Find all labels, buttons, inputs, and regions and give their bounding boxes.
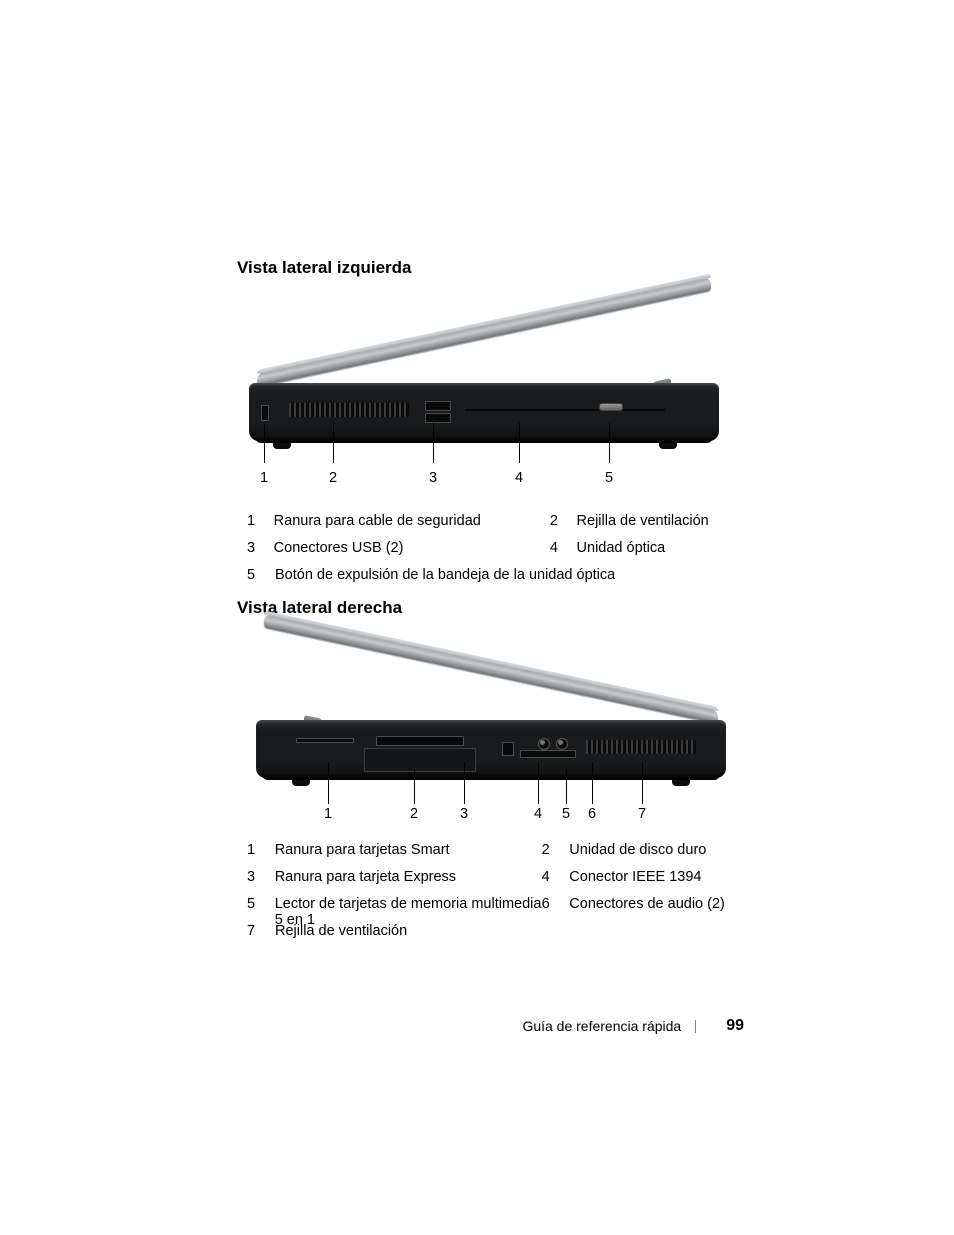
callout-number: 4: [515, 470, 523, 486]
rubber-foot: [672, 778, 690, 786]
callout-number: 4: [534, 806, 542, 822]
usb-port: [425, 413, 451, 423]
legend-number: 5: [247, 567, 275, 583]
callout-line: [538, 762, 539, 804]
legend-row: 5 Botón de expulsión de la bandeja de la…: [247, 567, 767, 583]
callout-line: [414, 770, 415, 804]
callout-number: 3: [429, 470, 437, 486]
illustration-left-view: [249, 293, 719, 453]
callout-line: [642, 762, 643, 804]
callout-line: [333, 423, 334, 463]
legend-text: Ranura para tarjeta Express: [275, 869, 542, 885]
legend-number: 3: [247, 540, 274, 556]
legend-text: Ranura para tarjetas Smart: [275, 842, 542, 858]
page: Vista lateral izquierda 1 2: [0, 0, 954, 1235]
footer-separator: [695, 1020, 696, 1033]
callout-line: [609, 423, 610, 463]
illustration-right-view: [256, 630, 726, 790]
callout-number: 6: [588, 806, 596, 822]
callout-line: [264, 423, 265, 463]
smartcard-slot: [296, 738, 354, 743]
legend-number: 4: [550, 540, 577, 556]
legend-text: Ranura para cable de seguridad: [274, 513, 550, 529]
legend-number: 2: [550, 513, 577, 529]
legend-number: 1: [247, 513, 274, 529]
legend-number: 3: [247, 869, 275, 885]
heading-right-view: Vista lateral derecha: [237, 598, 402, 618]
legend-text: Botón de expulsión de la bandeja de la u…: [275, 567, 735, 583]
legend-row: 3 Conectores USB (2) 4 Unidad óptica: [247, 540, 767, 556]
legend-number: 2: [542, 842, 570, 858]
page-footer: Guía de referencia rápida 99: [522, 1017, 744, 1035]
callout-line: [464, 762, 465, 804]
callout-line: [592, 762, 593, 804]
legend-row: 3 Ranura para tarjeta Express 4 Conector…: [247, 869, 767, 885]
legend-text: Rejilla de ventilación: [275, 923, 565, 939]
callout-line: [519, 423, 520, 463]
legend-number: 1: [247, 842, 275, 858]
callout-number: 1: [260, 470, 268, 486]
laptop-base: [249, 383, 719, 441]
callout-line: [328, 762, 329, 804]
legend-row: 1 Ranura para tarjetas Smart 2 Unidad de…: [247, 842, 767, 858]
optical-drive-slot: [465, 409, 665, 411]
callout-number: 1: [324, 806, 332, 822]
rubber-foot: [659, 441, 677, 449]
rubber-foot: [273, 441, 291, 449]
vent-grille: [586, 740, 696, 754]
laptop-lid: [264, 613, 718, 724]
hdd-cover: [364, 748, 476, 772]
laptop-lid: [257, 276, 711, 387]
callout-line: [433, 423, 434, 463]
callout-number: 2: [329, 470, 337, 486]
callout-number: 2: [410, 806, 418, 822]
audio-jack: [556, 738, 568, 750]
callout-line: [566, 770, 567, 804]
legend-text: Conectores USB (2): [274, 540, 550, 556]
legend-row: 7 Rejilla de ventilación: [247, 923, 767, 939]
laptop-base: [256, 720, 726, 778]
legend-text: Rejilla de ventilación: [577, 513, 767, 529]
footer-doc-title: Guía de referencia rápida: [522, 1018, 681, 1034]
callout-number: 3: [460, 806, 468, 822]
legend-text: Unidad óptica: [577, 540, 767, 556]
callout-number: 7: [638, 806, 646, 822]
legend-text: Conector IEEE 1394: [569, 869, 767, 885]
heading-left-view: Vista lateral izquierda: [237, 258, 411, 278]
expresscard-slot: [376, 736, 464, 746]
ieee1394-port: [502, 742, 514, 756]
security-slot: [261, 405, 269, 421]
card-reader-slot: [520, 750, 576, 758]
callout-number: 5: [605, 470, 613, 486]
legend-number: 7: [247, 923, 275, 939]
vent-grille: [289, 403, 409, 417]
usb-port: [425, 401, 451, 411]
audio-jack: [538, 738, 550, 750]
legend-text: Unidad de disco duro: [569, 842, 767, 858]
rubber-foot: [292, 778, 310, 786]
legend-number: 4: [542, 869, 570, 885]
legend-row: 1 Ranura para cable de seguridad 2 Rejil…: [247, 513, 767, 529]
optical-eject-button: [599, 403, 623, 411]
callout-number: 5: [562, 806, 570, 822]
footer-page-number: 99: [726, 1017, 744, 1035]
